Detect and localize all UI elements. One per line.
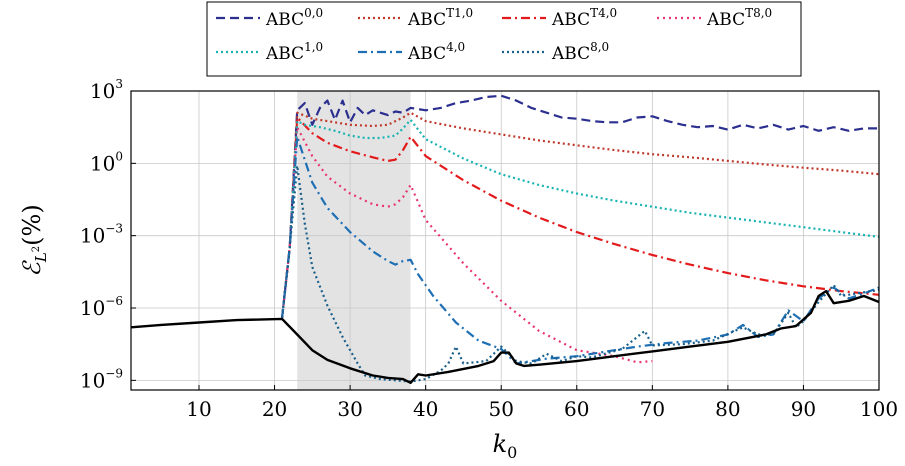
x-tick-label: 10 — [186, 397, 211, 421]
legend-box — [206, 1, 802, 77]
series-line-abc-8-0 — [281, 164, 880, 383]
legend-label: ABC0,0 — [265, 6, 323, 30]
x-tick-label: 70 — [640, 397, 665, 421]
legend: ABC0,0 ABCT1,0 ABCT4,0 ABCT8,0 ABC1,0 ABC4,0 A… — [206, 1, 802, 77]
x-tick-label: 90 — [791, 397, 816, 421]
x-tick-label: 50 — [488, 397, 513, 421]
legend-label: ABCT4,0 — [551, 6, 617, 30]
legend-label: ABCT1,0 — [407, 6, 473, 30]
x-tick-label: 20 — [262, 397, 287, 421]
series-line-reference — [130, 289, 880, 384]
y-tick-label: 100 — [90, 149, 123, 175]
x-tick-label: 60 — [564, 397, 589, 421]
legend-label: ABC8,0 — [551, 40, 609, 64]
y-tick-label: 103 — [90, 77, 123, 103]
x-tick-label: 80 — [715, 397, 740, 421]
x-tick-label: 30 — [337, 397, 362, 421]
y-tick-label: 10−6 — [80, 294, 123, 320]
series-line-abc-4-0 — [281, 135, 880, 365]
plot-frame — [130, 90, 880, 391]
x-ticks: 10 20 30 40 50 60 70 80 90 100 — [186, 385, 898, 421]
y-ticks: 103 100 10−3 10−6 10−9 — [80, 77, 136, 392]
y-tick-label: 10−9 — [80, 366, 123, 392]
x-axis-label: k0 — [493, 430, 518, 462]
y-tick-label: 10−3 — [80, 222, 123, 248]
x-tick-label: 100 — [860, 397, 898, 421]
series-line-abc-0-0 — [281, 94, 879, 318]
series-line-abc-1-0 — [281, 118, 880, 318]
shaded-region — [297, 91, 411, 390]
legend-label: ABC4,0 — [407, 40, 465, 64]
legend-label: ABC1,0 — [265, 40, 323, 64]
series-line-abc-t8-0 — [281, 126, 653, 364]
x-tick-label: 40 — [413, 397, 438, 421]
y-axis-label: ℰL2(%) — [18, 204, 50, 276]
series-lines — [130, 94, 880, 384]
legend-label: ABCT8,0 — [706, 6, 772, 30]
series-line-abc-t4-0 — [281, 116, 880, 318]
